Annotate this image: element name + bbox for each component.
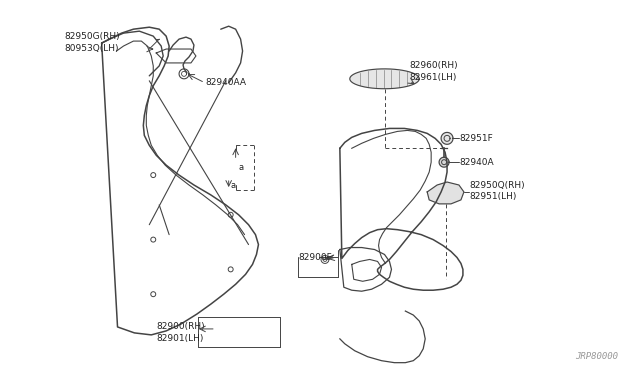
Text: 82940A: 82940A [459,158,493,167]
Text: 80953Q(LH): 80953Q(LH) [64,44,118,52]
Polygon shape [439,157,449,167]
Text: a: a [239,163,244,171]
Text: 82950Q(RH): 82950Q(RH) [469,180,525,189]
Text: 82940AA: 82940AA [206,78,247,87]
Polygon shape [441,132,453,144]
Text: 82900(RH): 82900(RH) [156,323,205,331]
Text: a: a [230,180,236,189]
Text: 82960(RH): 82960(RH) [410,61,458,70]
Text: 82961(LH): 82961(LH) [410,73,457,82]
Polygon shape [350,69,419,89]
Text: JRP80000: JRP80000 [575,352,618,361]
Text: 82950G(RH): 82950G(RH) [64,32,120,41]
Text: 82951(LH): 82951(LH) [469,192,516,201]
Polygon shape [427,182,464,204]
Text: 82900F: 82900F [298,253,332,262]
Text: 82951F: 82951F [459,134,493,143]
Text: 82901(LH): 82901(LH) [156,334,204,343]
